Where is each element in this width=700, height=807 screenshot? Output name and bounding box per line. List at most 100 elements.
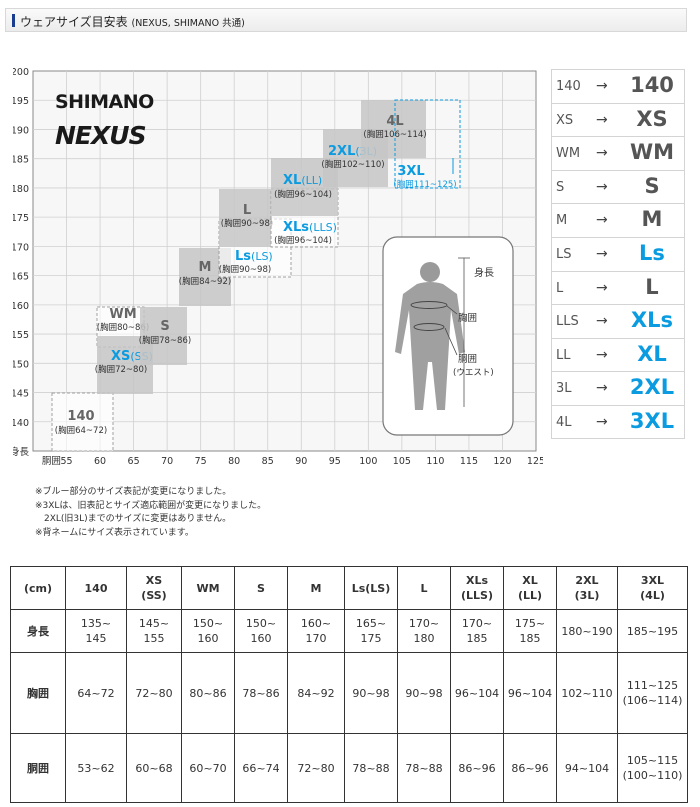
size-table-cell-text: 180: [413, 632, 435, 645]
body-waist-label: 胴囲: [458, 354, 477, 365]
size-table-cell: 60~70: [181, 733, 235, 803]
legend-new-size: S: [644, 173, 660, 198]
size-table-cell: 135~ 145: [65, 609, 127, 653]
size-box-range-S: (胸囲78~86): [139, 335, 191, 346]
size-table-header-cell: 140: [65, 566, 127, 610]
body-height-label: 身長: [474, 266, 494, 279]
legend-arrow-icon: →: [596, 212, 608, 229]
y-tick-label: 195: [13, 96, 29, 107]
size-table-cell-text: 96~104: [507, 686, 553, 700]
size-table-cell: 78~88: [397, 733, 451, 803]
size-box-label-140: 140: [67, 409, 94, 424]
section-subtitle: (NEXUS, SHIMANO 共通): [131, 18, 245, 29]
note-line: 2XL(旧3L)までのサイズに変更はありません。: [35, 514, 232, 525]
size-table-header-text: XL: [522, 574, 538, 587]
waist-measure-ring: [413, 323, 445, 331]
legend-arrow-icon: →: [596, 145, 608, 162]
size-box-range-XL: (胸囲96~104): [274, 189, 332, 200]
size-box-alt-label: (LLS): [309, 221, 337, 234]
legend-row: WM → WM: [551, 136, 685, 170]
legend-arrow-icon: →: [596, 346, 608, 363]
legend-new-size: 3XL: [629, 408, 675, 433]
legend-row: 4L → 3XL: [551, 404, 685, 439]
size-table-header-text: XS: [145, 574, 163, 587]
legend-row: LS → Ls: [551, 236, 685, 271]
size-table-header-cell: XS (SS): [126, 566, 182, 610]
y-tick-label: 175: [13, 213, 29, 224]
legend-old-size: LL: [556, 347, 571, 363]
size-table-cell-text: 66~74: [242, 761, 280, 775]
size-table-cell-text: 170~: [408, 617, 440, 630]
size-conversion-legend: 140 → 140 XS → XS WM → WM S → S M → M LS → Ls L → L LLS → XLs LL…: [551, 69, 685, 439]
size-box-140: [51, 392, 114, 452]
section-title: ウェアサイズ目安表 (NEXUS, SHIMANO 共通): [20, 13, 245, 30]
size-table-cell: 78~88: [344, 733, 398, 803]
size-table-cell: 90~98: [397, 652, 451, 734]
shimano-logo: SHIMANO: [55, 91, 154, 113]
size-table-header-text: Ls(LS): [351, 581, 391, 595]
x-tick-label: 95: [329, 456, 341, 467]
x-tick-label: 65: [128, 456, 140, 467]
x-tick-label: 90: [295, 456, 307, 467]
size-table-cell-text: 80~86: [189, 686, 227, 700]
size-table-header-cell: XLs (LLS): [450, 566, 504, 610]
x-tick-label: 105: [393, 456, 411, 467]
y-tick-label: 185: [13, 155, 29, 166]
x-axis-label: 胴囲: [42, 456, 61, 467]
x-tick-label: 120: [493, 456, 511, 467]
x-tick-label: 60: [94, 456, 106, 467]
size-table-cell-text: 78~88: [405, 761, 443, 775]
y-tick-label: 165: [13, 272, 29, 283]
size-table-header-text: XLs: [465, 574, 489, 587]
size-table-cell: 72~80: [287, 733, 345, 803]
size-table-cell: 105~115 (100~110): [617, 733, 688, 803]
legend-arrow-icon: →: [596, 380, 608, 397]
size-table-cell-text: 72~80: [297, 761, 335, 775]
size-table-header-cell: 2XL (3L): [556, 566, 618, 610]
legend-arrow-icon: →: [596, 313, 608, 330]
size-table-cell-text: (106~114): [622, 694, 683, 707]
legend-old-size: XS: [556, 112, 574, 128]
size-box-range-XS: (胸囲72~80): [95, 364, 147, 375]
size-table-cell-text: 150~: [192, 617, 224, 630]
size-table-row-label: 胸囲: [10, 652, 66, 734]
size-table-row-label: 胴囲: [10, 733, 66, 803]
size-box-label-3XL: 3XL: [397, 164, 424, 179]
size-table-cell-text: 105~115: [626, 754, 679, 767]
size-table-header-text: WM: [196, 581, 220, 595]
size-table-cell-text: 60~70: [189, 761, 227, 775]
header-accent-bar: [12, 14, 15, 27]
size-box-range-2XL: (胸囲102~110): [321, 159, 384, 170]
size-chart-svg: 200 195 190 185 180 175 170 165 160 155 150 145 140 身…: [10, 67, 545, 467]
size-table-cell-text: 96~104: [454, 686, 500, 700]
size-table-cell: 96~104: [503, 652, 557, 734]
size-table-cell-text: 150~: [245, 617, 277, 630]
size-table-header-text: (cm): [23, 581, 53, 595]
size-table-header-text: M: [310, 581, 322, 595]
body-waist-sub-label: (ウエスト): [453, 368, 494, 378]
body-head: [420, 262, 440, 282]
waist-leader-line: [444, 327, 458, 356]
size-table-cell: 111~125 (106~114): [617, 652, 688, 734]
size-box-range-L: (胸囲90~98): [221, 218, 273, 229]
size-table-cell-text: 165~: [355, 617, 387, 630]
y-axis-label: 身長: [13, 446, 29, 458]
legend-arrow-icon: →: [596, 178, 608, 195]
size-box-3XL-outline: [394, 99, 461, 189]
size-table-cell: 64~72: [65, 652, 127, 734]
size-table-cell-text: 72~80: [135, 686, 173, 700]
size-table-cell: 66~74: [234, 733, 288, 803]
size-table-header-cell: Ls(LS): [344, 566, 398, 610]
note-line: ※3XLは、旧表記とサイズ適応範囲が変更になりました。: [35, 500, 267, 511]
size-table-cell-text: 86~96: [511, 761, 549, 775]
legend-row: L → L: [551, 270, 685, 305]
size-box-label-WM: WM: [109, 307, 136, 322]
x-tick-label: 85: [262, 456, 274, 467]
x-tick-label: 100: [359, 456, 377, 467]
size-table-cell-text: (100~110): [622, 769, 683, 782]
legend-arrow-icon: →: [596, 245, 608, 262]
size-table-cell: 60~68: [126, 733, 182, 803]
legend-arrow-icon: →: [596, 78, 608, 94]
size-table-header-row: (cm) 140 XS (SS) WM S M Ls(LS) L XLs (LLS) XL (LL) 2X…: [10, 566, 688, 610]
size-table-cell-text: 90~98: [352, 686, 390, 700]
